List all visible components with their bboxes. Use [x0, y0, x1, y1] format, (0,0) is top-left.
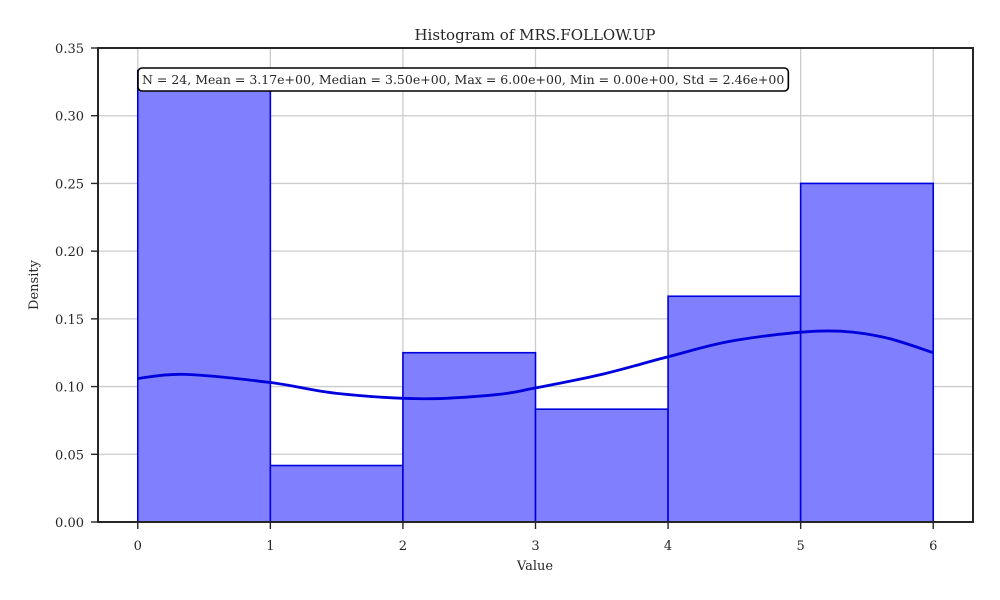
y-tick-label: 0.00 [55, 516, 84, 531]
x-tick-label: 6 [929, 539, 937, 554]
x-tick-label: 3 [531, 539, 539, 554]
y-tick-label: 0.35 [55, 42, 84, 57]
stats-text: N = 24, Mean = 3.17e+00, Median = 3.50e+… [142, 72, 784, 87]
chart-title: Histogram of MRS.FOLLOW.UP [414, 26, 655, 44]
stats-box: N = 24, Mean = 3.17e+00, Median = 3.50e+… [137, 67, 790, 92]
histogram-bars [136, 69, 935, 523]
x-axis-ticks: 0 1 2 3 4 5 6 [134, 522, 937, 554]
x-tick-label: 5 [797, 539, 805, 554]
y-axis-label: Density [27, 259, 42, 310]
y-axis-ticks: 0.00 0.05 0.10 0.15 0.20 0.25 0.30 0.35 [55, 42, 98, 531]
y-tick-label: 0.10 [55, 381, 84, 396]
histogram-bar [667, 295, 802, 523]
histogram-bar [534, 408, 669, 523]
x-tick-label: 0 [134, 539, 142, 554]
histogram-bar [799, 182, 935, 523]
histogram-bar [269, 464, 404, 523]
y-tick-label: 0.30 [55, 110, 84, 125]
histogram-bar [402, 351, 537, 523]
x-axis-label: Value [516, 559, 553, 574]
y-tick-label: 0.15 [55, 313, 84, 328]
stats-box-border [137, 67, 790, 92]
x-tick-label: 2 [399, 539, 407, 554]
x-tick-label: 1 [266, 539, 274, 554]
y-tick-label: 0.20 [55, 245, 84, 260]
histogram-bar [136, 69, 272, 523]
y-tick-label: 0.25 [55, 177, 84, 192]
kde-curve [137, 329, 934, 401]
y-tick-label: 0.05 [55, 448, 84, 463]
x-tick-label: 4 [664, 539, 672, 554]
